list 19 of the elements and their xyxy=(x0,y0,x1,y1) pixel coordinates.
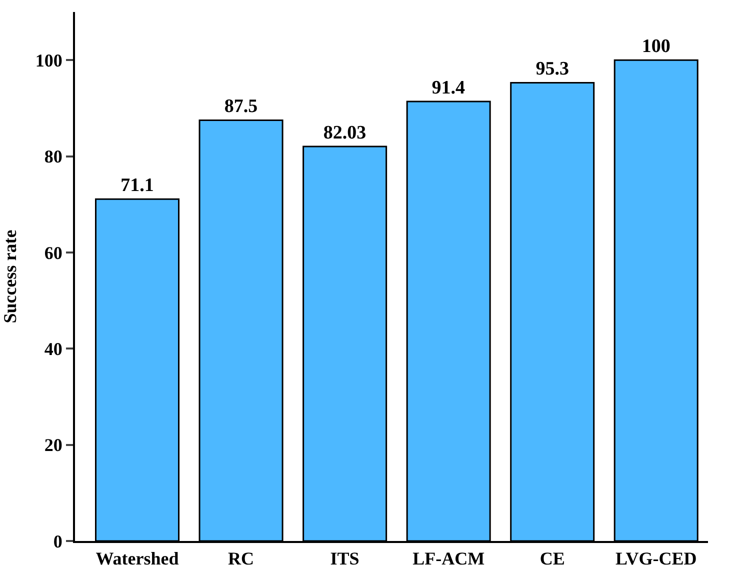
y-axis-title: Success rate xyxy=(0,230,20,324)
y-tick-label: 100 xyxy=(35,50,62,70)
x-tick-label: Watershed xyxy=(96,548,179,569)
data-label: 100 xyxy=(642,36,670,58)
data-label: 71.1 xyxy=(120,175,154,196)
y-tick-label: 80 xyxy=(44,146,62,167)
x-tick-label: RC xyxy=(228,548,254,569)
x-tick-label: ITS xyxy=(330,548,360,569)
x-tick-label: LF-ACM xyxy=(412,548,485,569)
y-tick-label: 60 xyxy=(44,242,62,263)
y-tick-label: 0 xyxy=(53,531,62,552)
x-tick-label: LVG-CED xyxy=(615,548,697,569)
data-label: 95.3 xyxy=(536,58,569,80)
y-tick-label: 40 xyxy=(44,338,62,359)
data-label: 87.5 xyxy=(224,96,258,118)
x-tick-label: CE xyxy=(540,548,565,569)
data-label: 82.03 xyxy=(323,122,366,144)
y-tick-label: 20 xyxy=(44,435,62,456)
data-label: 91.4 xyxy=(432,77,466,98)
